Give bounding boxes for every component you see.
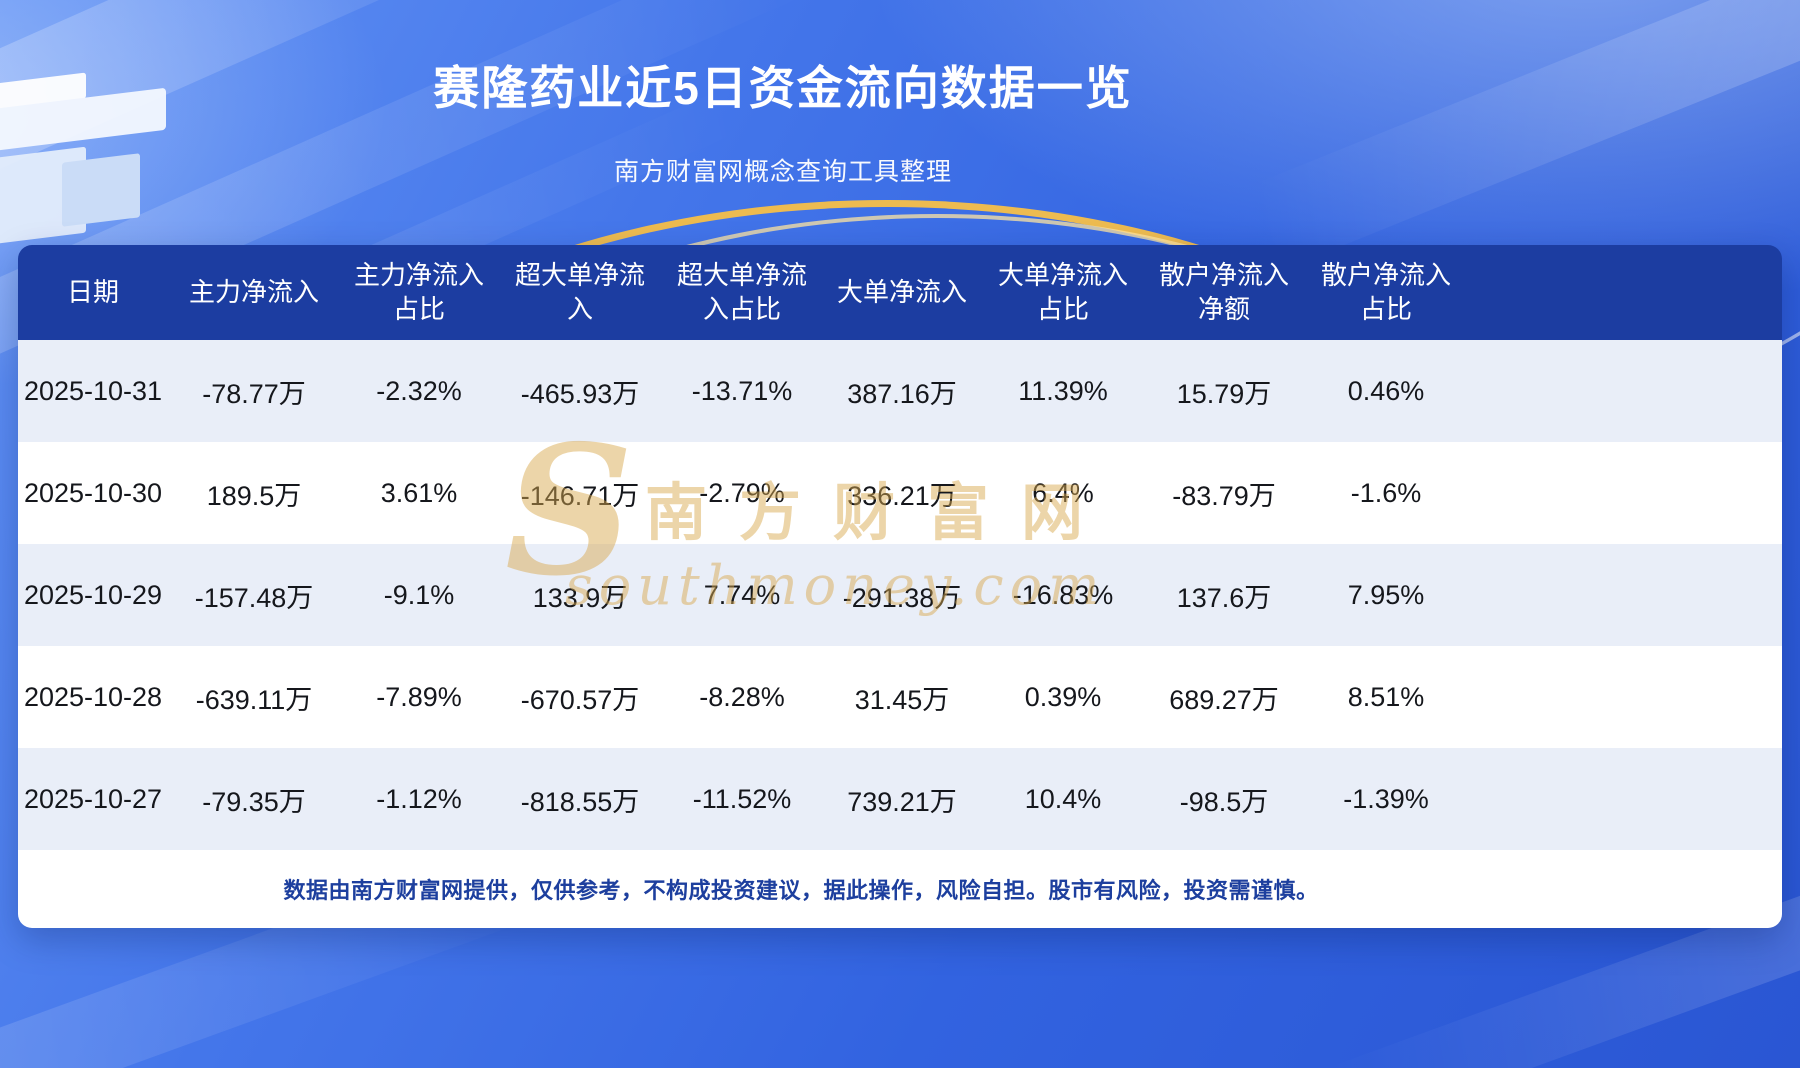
value-cell: -465.93万 [520,378,640,409]
value-cell: 689.27万 [1169,684,1279,715]
page-title: 赛隆药业近5日资金流向数据一览 [433,62,1133,114]
table-header-row: 日期 主力净流入 主力净流入 占比 超大单净流 入 超大单净流 入占比 大单净流… [18,245,1782,340]
value-cell: 11.39% [1018,375,1108,406]
value-cell: 7.95% [1347,579,1425,610]
value-cell: 0.39% [1024,681,1102,712]
value-cell: -1.12% [376,783,462,814]
date-cell: 2025-10-31 [23,375,163,406]
value-cell: 3.61% [380,477,458,508]
value-cell: -2.79% [699,477,785,508]
hero-header: 赛隆药业近5日资金流向数据一览 南方财富网概念查询工具整理 [0,0,1566,188]
value-cell: -818.55万 [520,786,640,817]
value-cell: 387.16万 [847,378,957,409]
value-cell: -79.35万 [202,786,306,817]
value-cell: 336.21万 [847,480,957,511]
value-cell: 10.4% [1024,783,1102,814]
table-row: 2025-10-30 189.5万 3.61% -146.71万 -2.79% … [18,442,1782,544]
column-header-main-net-inflow: 主力净流入 [188,276,319,307]
value-cell: -157.48万 [194,582,314,613]
value-cell: 8.51% [1347,681,1425,712]
disclaimer-bar: 数据由南方财富网提供，仅供参考，不构成投资建议，据此操作，风险自担。股市有风险，… [18,850,1782,928]
value-cell: -83.79万 [1172,480,1276,511]
column-header-main-net-inflow-pct: 主力净流入 占比 [353,259,484,324]
table-row: 2025-10-31 -78.77万 -2.32% -465.93万 -13.7… [18,340,1782,442]
disclaimer-text: 数据由南方财富网提供，仅供参考，不构成投资建议，据此操作，风险自担。股市有风险，… [283,878,1319,903]
value-cell: 133.9万 [532,582,628,613]
column-header-xl-order-net-inflow-pct: 超大单净流 入占比 [676,259,807,324]
value-cell: 15.79万 [1176,378,1272,409]
date-cell: 2025-10-27 [23,783,163,814]
value-cell: -291.38万 [842,582,962,613]
value-cell: -13.71% [691,375,793,406]
value-cell: 0.46% [1347,375,1425,406]
table-row: 2025-10-27 -79.35万 -1.12% -818.55万 -11.5… [18,748,1782,850]
date-cell: 2025-10-29 [23,579,163,610]
table-row: 2025-10-29 -157.48万 -9.1% 133.9万 7.74% -… [18,544,1782,646]
column-header-xl-order-net-inflow: 超大单净流 入 [514,259,645,324]
value-cell: -639.11万 [195,684,313,715]
value-cell: -7.89% [376,681,462,712]
table-row: 2025-10-28 -639.11万 -7.89% -670.57万 -8.2… [18,646,1782,748]
value-cell: 189.5万 [206,480,302,511]
value-cell: -16.83% [1012,579,1114,610]
value-cell: -146.71万 [520,480,640,511]
value-cell: -98.5万 [1179,786,1269,817]
column-header-retail-net-inflow: 散户净流入 净额 [1158,259,1289,324]
value-cell: 31.45万 [854,684,950,715]
value-cell: -11.52% [692,783,792,814]
value-cell: 7.74% [703,579,781,610]
page-subtitle: 南方财富网概念查询工具整理 [613,158,952,186]
value-cell: 739.21万 [847,786,957,817]
value-cell: -8.28% [699,681,785,712]
fund-flow-table-card: 日期 主力净流入 主力净流入 占比 超大单净流 入 超大单净流 入占比 大单净流… [18,245,1782,928]
column-header-large-order-net-inflow-pct: 大单净流入 占比 [997,259,1128,324]
value-cell: -2.32% [376,375,462,406]
value-cell: -1.6% [1350,477,1422,508]
value-cell: -1.39% [1343,783,1429,814]
date-cell: 2025-10-28 [23,681,163,712]
column-header-date: 日期 [66,276,119,307]
date-cell: 2025-10-30 [23,477,163,508]
column-header-large-order-net-inflow: 大单净流入 [836,276,967,307]
column-header-retail-net-inflow-pct: 散户净流入 占比 [1320,259,1451,324]
value-cell: 137.6万 [1176,582,1272,613]
value-cell: 6.4% [1032,477,1094,508]
value-cell: -670.57万 [520,684,640,715]
value-cell: -9.1% [383,579,455,610]
value-cell: -78.77万 [202,378,306,409]
